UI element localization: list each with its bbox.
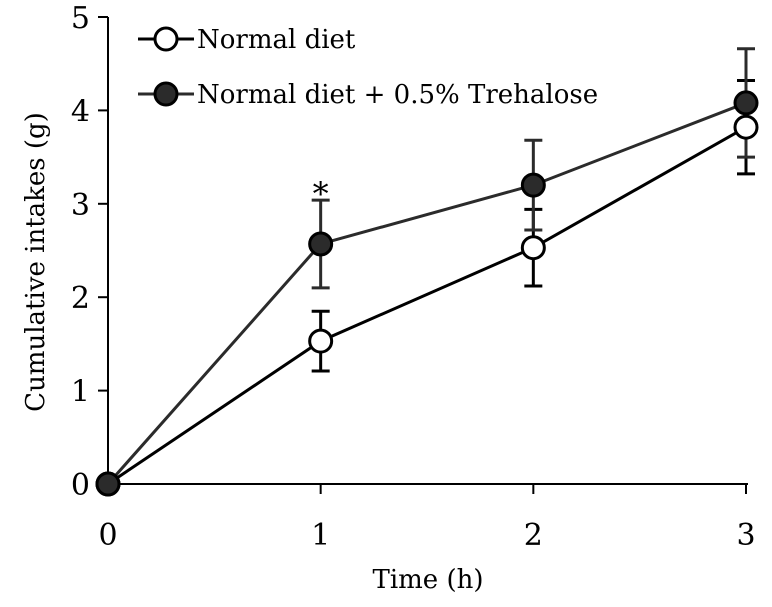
series-markers [95, 90, 759, 497]
data-point-0-2 [520, 235, 546, 261]
series-lines [106, 101, 747, 486]
data-point-0-1 [308, 328, 334, 354]
data-point-1-3 [733, 90, 759, 116]
legend-item-trehalose: Normal diet + 0.5% Trehalose [138, 80, 598, 110]
legend-marker-open-circle [153, 26, 179, 52]
y-tick-label-2: 2 [71, 281, 90, 316]
legend-marker-filled-circle [153, 81, 179, 107]
y-tick-label-1: 1 [71, 375, 90, 410]
y-tick-label-3: 3 [71, 188, 90, 223]
x-tick-label-0: 0 [98, 518, 117, 553]
legend: Normal diet Normal diet + 0.5% Trehalose [138, 25, 598, 110]
annotations: * [313, 175, 329, 213]
data-point-1-0 [95, 471, 121, 497]
y-axis-label: Cumulative intakes (g) [21, 112, 51, 412]
y-tick-label-4: 4 [71, 94, 90, 129]
legend-item-normal-diet: Normal diet [138, 25, 356, 55]
legend-label-trehalose: Normal diet + 0.5% Trehalose [197, 80, 598, 110]
significance-marker-0: * [313, 175, 329, 213]
data-point-0-3 [733, 114, 759, 140]
x-tick-label-2: 2 [524, 518, 543, 553]
series-line-0 [107, 125, 747, 486]
y-tick-label-0: 0 [71, 468, 90, 503]
data-point-1-2 [520, 172, 546, 198]
x-tick-label-3: 3 [736, 518, 755, 553]
data-point-1-1 [308, 231, 334, 257]
series-line-1 [106, 101, 747, 485]
x-axis-label: Time (h) [373, 565, 484, 595]
legend-label-normal-diet: Normal diet [197, 25, 356, 55]
y-tick-label-5: 5 [71, 1, 90, 36]
axis-ticks: 0 1 2 3 0 1 2 3 4 5 [71, 1, 756, 553]
x-tick-label-1: 1 [311, 518, 330, 553]
